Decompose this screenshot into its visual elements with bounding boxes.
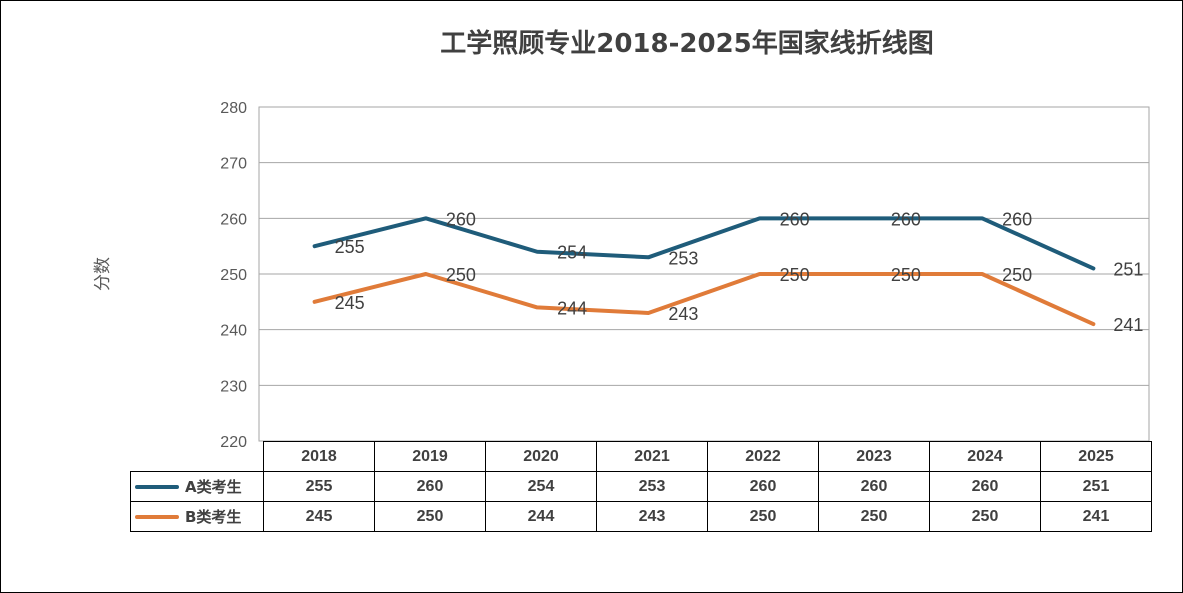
data-label: 260	[1002, 209, 1032, 229]
table-value-cell: 260	[929, 471, 1041, 502]
data-label: 241	[1113, 315, 1143, 335]
y-tick-label: 250	[220, 267, 247, 284]
table-value-cell: 260	[374, 471, 486, 502]
data-label: 253	[668, 248, 698, 268]
data-label: 260	[780, 209, 810, 229]
table-value-cell: 254	[485, 471, 597, 502]
x-tick-label: 2023	[818, 441, 930, 472]
table-value-cell: 260	[707, 471, 819, 502]
chart-title: 工学照顾专业2018-2025年国家线折线图	[440, 29, 934, 59]
legend-entry: B类考生	[130, 501, 264, 532]
table-value-cell: 245	[263, 501, 375, 532]
y-tick-label: 260	[220, 211, 247, 228]
data-label: 250	[446, 265, 476, 285]
legend-swatch	[135, 484, 179, 489]
x-tick-label: 2021	[596, 441, 708, 472]
table-row: B类考生 245 250 244 243 250 250 250 241	[130, 501, 1152, 532]
table-value-cell: 250	[818, 501, 930, 532]
series-line-b	[312, 272, 1096, 327]
data-label: 260	[891, 209, 921, 229]
x-tick-label: 2020	[485, 441, 597, 472]
legend-entry: A类考生	[130, 471, 264, 502]
series-line-a	[312, 216, 1096, 271]
data-label: 260	[446, 209, 476, 229]
y-tick-label: 230	[220, 378, 247, 395]
table-row: A类考生 255 260 254 253 260 260 260 251	[130, 471, 1152, 502]
table-value-cell: 243	[596, 501, 708, 532]
data-label: 255	[335, 237, 365, 257]
legend-label: A类考生	[185, 478, 242, 496]
data-label: 254	[557, 243, 587, 263]
table-value-cell: 250	[929, 501, 1041, 532]
data-label: 245	[335, 293, 365, 313]
table-value-cell: 253	[596, 471, 708, 502]
x-tick-label: 2018	[263, 441, 375, 472]
table-value-cell: 244	[485, 501, 597, 532]
table-value-cell: 251	[1040, 471, 1152, 502]
data-label: 243	[668, 304, 698, 324]
table-header-row: 2018 2019 2020 2021 2022 2023 2024 2025	[130, 441, 1152, 472]
table-value-cell: 250	[707, 501, 819, 532]
x-tick-label: 2024	[929, 441, 1041, 472]
y-tick-label: 280	[220, 100, 247, 117]
table-value-cell: 255	[263, 471, 375, 502]
x-tick-label: 2025	[1040, 441, 1152, 472]
data-label: 244	[557, 298, 587, 318]
table-corner-cell	[130, 441, 264, 472]
y-tick-label: 270	[220, 156, 247, 173]
y-tick-label: 240	[220, 323, 247, 340]
data-label: 250	[1002, 265, 1032, 285]
data-label: 250	[780, 265, 810, 285]
x-tick-label: 2019	[374, 441, 486, 472]
data-label: 251	[1113, 259, 1143, 279]
legend-swatch	[135, 514, 179, 519]
data-label: 250	[891, 265, 921, 285]
data-table: 2018 2019 2020 2021 2022 2023 2024 2025 A类考生 255 2…	[130, 441, 1152, 532]
table-value-cell: 260	[818, 471, 930, 502]
table-value-cell: 250	[374, 501, 486, 532]
x-tick-label: 2022	[707, 441, 819, 472]
legend-label: B类考生	[185, 508, 242, 526]
table-value-cell: 241	[1040, 501, 1152, 532]
